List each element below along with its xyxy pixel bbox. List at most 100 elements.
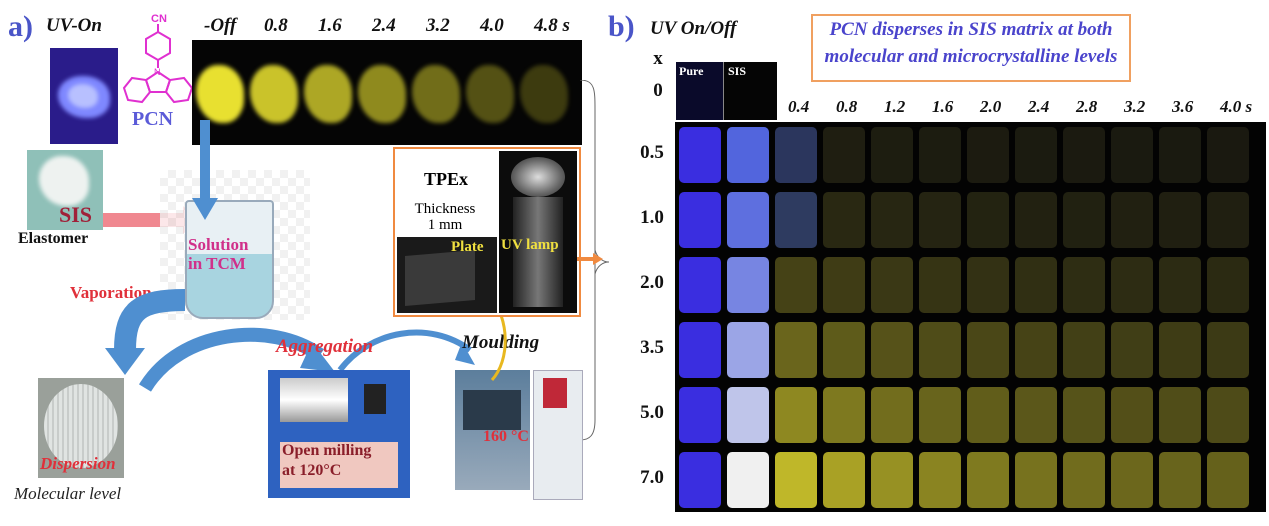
dispersion-photo: Dispersion: [38, 378, 124, 478]
uv-on-off-label: UV On/Off: [650, 18, 737, 39]
press-machine: 160 °C: [455, 370, 583, 500]
afterglow-sample: [1111, 127, 1153, 183]
open-milling-line-2: at 120°C: [282, 462, 342, 479]
afterglow-sample: [1207, 452, 1249, 508]
plate-label: Plate: [451, 239, 484, 255]
afterglow-sample: [412, 65, 460, 123]
pure-sample: [679, 257, 721, 313]
afterglow-sample: [1063, 387, 1105, 443]
afterglow-sample: [466, 65, 514, 123]
afterglow-sample: [967, 127, 1009, 183]
sis-sample: [727, 322, 769, 378]
afterglow-strip: [192, 40, 582, 145]
afterglow-sample: [1159, 192, 1201, 248]
afterglow-time-label: 1.6: [318, 15, 342, 36]
grid-time-label: 2.0: [980, 97, 1002, 116]
grid-row-label: 2.0: [640, 272, 664, 293]
afterglow-sample: [304, 65, 352, 123]
grid-time-label: 0.4: [788, 97, 810, 116]
afterglow-sample: [775, 257, 817, 313]
afterglow-sample: [1015, 127, 1057, 183]
orange-arrow: [577, 257, 595, 261]
afterglow-sample: [196, 65, 244, 123]
afterglow-sample: [967, 192, 1009, 248]
afterglow-sample: [1207, 387, 1249, 443]
elastomer-label: Elastomer: [18, 230, 89, 247]
afterglow-time-label: 0.8: [264, 15, 288, 36]
grid-time-label: 3.2: [1124, 97, 1146, 116]
afterglow-sample: [520, 65, 568, 123]
down-arrow-shaft: [200, 120, 210, 200]
open-mill-machine: Open milling at 120°C: [268, 370, 410, 498]
afterglow-sample: [871, 322, 913, 378]
grid-row-label: 7.0: [640, 467, 664, 488]
afterglow-time-label: 4.0: [480, 15, 504, 36]
afterglow-sample: [1207, 257, 1249, 313]
afterglow-sample: [1063, 322, 1105, 378]
afterglow-sample: [1159, 322, 1201, 378]
afterglow-sample: [919, 127, 961, 183]
afterglow-sample: [919, 387, 961, 443]
pure-sample: [679, 192, 721, 248]
temperature-label: 160 °C: [483, 428, 529, 445]
afterglow-time-label: 2.4: [372, 15, 396, 36]
open-milling-line-1: Open milling: [282, 442, 372, 459]
grid-row-label: 3.5: [640, 337, 664, 358]
afterglow-sample: [823, 452, 865, 508]
afterglow-sample: [1207, 322, 1249, 378]
uv-lamp-photo: UV lamp: [499, 151, 577, 313]
afterglow-sample: [1015, 452, 1057, 508]
tpex-title: TPEx: [423, 169, 468, 189]
pcn-molecule-structure: CN N: [122, 13, 194, 104]
uv-lamp-label: UV lamp: [501, 237, 559, 253]
afterglow-sample: [1159, 452, 1201, 508]
afterglow-sample: [775, 192, 817, 248]
panel-a-label: a): [8, 10, 33, 43]
thickness-line-2: 1 mm: [427, 217, 463, 233]
pure-sample: [679, 387, 721, 443]
afterglow-sample: [1063, 127, 1105, 183]
sis-sample: [727, 127, 769, 183]
afterglow-sample: [1159, 387, 1201, 443]
sis-photo: SIS: [27, 150, 103, 230]
grid-time-label: 2.8: [1076, 97, 1098, 116]
afterglow-sample: [871, 257, 913, 313]
afterglow-time-label: 3.2: [426, 15, 450, 36]
solution-line-1: Solution: [188, 235, 249, 254]
zero-row-photo: Pure SIS: [676, 62, 777, 120]
pure-sample: [679, 322, 721, 378]
panel-b-label: b): [608, 10, 635, 43]
afterglow-sample: [775, 127, 817, 183]
grid-time-label: 3.6: [1172, 97, 1194, 116]
orange-arrow-head: [593, 253, 603, 265]
afterglow-sample: [967, 387, 1009, 443]
pure-sample: [679, 452, 721, 508]
afterglow-sample: [871, 452, 913, 508]
aggregation-label: Aggregation: [276, 336, 374, 357]
afterglow-sample: [1111, 257, 1153, 313]
down-arrow-head: [192, 198, 218, 220]
solution-label: Solution in TCM: [188, 235, 248, 273]
afterglow-time-label: 4.8 s: [534, 15, 570, 36]
sis-text: SIS: [59, 202, 93, 227]
callout-line-1: PCN disperses in SIS matrix at both: [829, 19, 1113, 40]
afterglow-sample: [775, 387, 817, 443]
afterglow-sample: [1015, 192, 1057, 248]
moulding-label: Moulding: [462, 332, 540, 353]
afterglow-sample: [250, 65, 298, 123]
afterglow-grid: [675, 122, 1266, 512]
callout-line-2: molecular and microcrystalline levels: [824, 46, 1118, 67]
afterglow-sample: [775, 452, 817, 508]
x-header: x: [653, 48, 663, 69]
pcn-label: PCN: [132, 108, 174, 130]
afterglow-sample: [823, 387, 865, 443]
row-label-0: 0: [653, 80, 663, 101]
grid-row-label: 5.0: [640, 402, 664, 423]
cn-group-label: CN: [151, 13, 167, 25]
afterglow-sample: [919, 322, 961, 378]
afterglow-sample: [823, 192, 865, 248]
grid-time-label: 1.6: [932, 97, 954, 116]
afterglow-sample: [823, 127, 865, 183]
grid-time-label: 2.4: [1028, 97, 1050, 116]
sis-label: SIS: [728, 64, 747, 78]
